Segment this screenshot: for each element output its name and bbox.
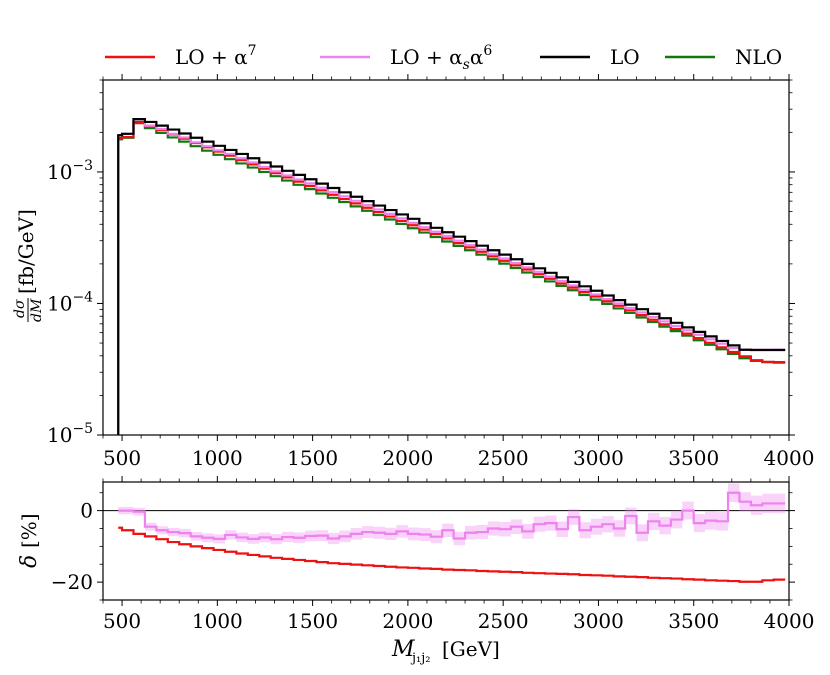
- ratio-x-tick-label-3: 2000: [382, 609, 433, 633]
- legend: LO + α7 LO + αsα6 LO NLO: [105, 43, 782, 73]
- ratio-x-tick-label-5: 3000: [573, 609, 624, 633]
- top-x-tick-label-3: 2000: [382, 446, 433, 470]
- x-axis-label: M j₁j₂ [GeV]: [391, 637, 500, 666]
- ratio-x-tick-label-0: 500: [103, 609, 141, 633]
- delta-symbol: δ: [17, 555, 42, 568]
- top-x-tick-label-0: 500: [103, 446, 141, 470]
- ratio-x-tick-label-2: 1500: [287, 609, 338, 633]
- top-x-tick-label-4: 2500: [478, 446, 529, 470]
- series-line-lo-s-6: [117, 118, 786, 435]
- xlabel-m: M: [391, 637, 415, 662]
- ylabel-frac-den: dM: [29, 298, 45, 322]
- ylabel-units: [fb/GeV]: [14, 209, 38, 294]
- series-line-lo-7: [117, 122, 786, 435]
- ratio-line-lo-7: [118, 526, 786, 583]
- bottom-y-axis-label: δ [%]: [17, 513, 42, 568]
- top-x-tick-label-6: 3500: [668, 446, 719, 470]
- series-line-lo: [117, 118, 786, 435]
- top-x-tick-label-1: 1000: [192, 446, 243, 470]
- top-y-axis-label: dσ dM [fb/GeV]: [12, 209, 45, 322]
- y-tick-label-2: 10−5: [47, 421, 93, 447]
- y-tick-label-0: 10−3: [47, 158, 93, 184]
- top-x-tick-label-7: 4000: [764, 446, 815, 470]
- legend-label-0: LO + α7: [175, 43, 257, 69]
- xlabel-units: [GeV]: [442, 637, 500, 661]
- ratio-line-lo-s-6: [118, 491, 786, 541]
- top-x-tick-label-5: 3000: [573, 446, 624, 470]
- legend-label-3: NLO: [735, 45, 782, 69]
- ratio-x-tick-label-6: 3500: [668, 609, 719, 633]
- top-plot-frame: [102, 79, 790, 436]
- bottom-series-group: [103, 483, 789, 583]
- ratio-panel: 0 −20 500 1000 1500 2000 2500 3000 3500 4000: [51, 476, 815, 633]
- ratio-x-tick-label-1: 1000: [192, 609, 243, 633]
- top-x-tick-label-2: 1500: [287, 446, 338, 470]
- ratio-x-tick-label-4: 2500: [478, 609, 529, 633]
- delta-units: [%]: [17, 513, 41, 548]
- y-tick-label-1: 10−4: [47, 289, 93, 315]
- ratio-y-tick-label-1: −20: [51, 570, 93, 594]
- top-series-group: [117, 118, 786, 435]
- top-panel: 10−3 10−4 10−5 500 1000 1500 2000 2500 3000 3500 4…: [47, 74, 814, 470]
- ylabel-frac-num: dσ: [12, 299, 28, 318]
- ratio-x-tick-label-7: 4000: [764, 609, 815, 633]
- legend-label-1: LO + αsα6: [390, 43, 492, 73]
- series-line-nlo: [117, 120, 786, 435]
- legend-label-2: LO: [610, 45, 640, 69]
- ratio-band-lo-s-6: [118, 483, 786, 546]
- xlabel-subscript: j₁j₂: [410, 651, 430, 666]
- ratio-y-tick-label-0: 0: [80, 499, 93, 523]
